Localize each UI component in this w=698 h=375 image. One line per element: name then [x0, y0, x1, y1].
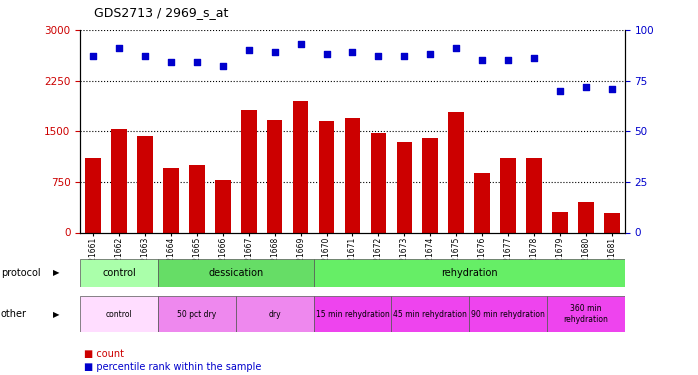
Bar: [526, 158, 542, 232]
Bar: [80, 259, 158, 287]
Bar: [241, 110, 257, 232]
Point: [451, 45, 462, 51]
Point: [424, 51, 436, 57]
Point: [606, 86, 617, 92]
Bar: [85, 158, 101, 232]
Point: [399, 53, 410, 59]
Text: other: other: [1, 309, 27, 319]
Point: [243, 47, 254, 53]
Text: 360 min
rehydration: 360 min rehydration: [563, 304, 608, 324]
Bar: [158, 296, 236, 332]
Text: ▶: ▶: [53, 310, 59, 319]
Text: 45 min rehydration: 45 min rehydration: [394, 310, 467, 318]
Bar: [371, 133, 386, 232]
Bar: [345, 118, 360, 232]
Bar: [189, 165, 205, 232]
Point: [140, 53, 151, 59]
Bar: [469, 296, 547, 332]
Point: [114, 45, 125, 51]
Bar: [578, 202, 593, 232]
Bar: [475, 173, 490, 232]
Bar: [319, 121, 334, 232]
Text: GDS2713 / 2969_s_at: GDS2713 / 2969_s_at: [94, 6, 229, 19]
Bar: [392, 296, 469, 332]
Point: [528, 56, 540, 62]
Point: [580, 84, 591, 90]
Point: [165, 59, 177, 65]
Text: ▶: ▶: [53, 268, 59, 278]
Bar: [163, 168, 179, 232]
Bar: [422, 138, 438, 232]
Bar: [138, 136, 153, 232]
Bar: [293, 101, 309, 232]
Text: control: control: [106, 310, 133, 318]
Bar: [267, 120, 283, 232]
Bar: [604, 213, 620, 232]
Point: [321, 51, 332, 57]
Text: ■ percentile rank within the sample: ■ percentile rank within the sample: [84, 363, 261, 372]
Bar: [500, 158, 516, 232]
Text: rehydration: rehydration: [441, 268, 498, 278]
Bar: [236, 296, 313, 332]
Point: [295, 41, 306, 47]
Bar: [448, 112, 464, 232]
Point: [347, 49, 358, 55]
Bar: [552, 212, 567, 232]
Bar: [158, 259, 313, 287]
Point: [554, 88, 565, 94]
Text: dry: dry: [269, 310, 281, 318]
Point: [477, 57, 488, 63]
Bar: [313, 259, 625, 287]
Point: [503, 57, 514, 63]
Point: [191, 59, 202, 65]
Text: protocol: protocol: [1, 268, 40, 278]
Text: 15 min rehydration: 15 min rehydration: [315, 310, 389, 318]
Point: [269, 49, 281, 55]
Bar: [80, 296, 158, 332]
Text: ■ count: ■ count: [84, 350, 124, 359]
Bar: [396, 142, 412, 232]
Point: [88, 53, 99, 59]
Point: [217, 63, 228, 69]
Bar: [547, 296, 625, 332]
Bar: [313, 296, 392, 332]
Point: [373, 53, 384, 59]
Text: 50 pct dry: 50 pct dry: [177, 310, 216, 318]
Text: control: control: [103, 268, 136, 278]
Bar: [215, 180, 230, 232]
Text: dessication: dessication: [208, 268, 263, 278]
Bar: [112, 129, 127, 232]
Text: 90 min rehydration: 90 min rehydration: [471, 310, 545, 318]
